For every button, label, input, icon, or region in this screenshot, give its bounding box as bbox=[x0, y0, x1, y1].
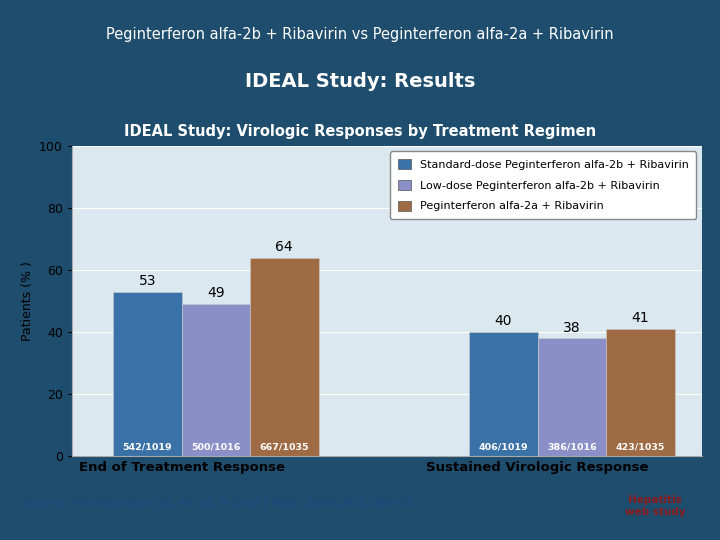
Text: Source: McHutchison JG, et. al. N Engl J Med. 2009;361:580-93.: Source: McHutchison JG, et. al. N Engl J… bbox=[22, 498, 416, 508]
Bar bbox=[181, 304, 250, 456]
Legend: Standard-dose Peginterferon alfa-2b + Ribavirin, Low-dose Peginterferon alfa-2b : Standard-dose Peginterferon alfa-2b + Ri… bbox=[390, 151, 696, 219]
Text: 64: 64 bbox=[276, 240, 293, 254]
Text: 53: 53 bbox=[138, 274, 156, 288]
Y-axis label: Patients (% ): Patients (% ) bbox=[21, 261, 34, 341]
Text: 500/1016: 500/1016 bbox=[191, 443, 240, 451]
Text: 386/1016: 386/1016 bbox=[547, 443, 597, 451]
Text: 49: 49 bbox=[207, 286, 225, 300]
Text: Hepatitis
web study: Hepatitis web study bbox=[625, 495, 685, 517]
Bar bbox=[606, 329, 675, 456]
Bar bbox=[113, 292, 181, 456]
Bar bbox=[538, 338, 606, 456]
Text: 40: 40 bbox=[495, 314, 512, 328]
Text: 38: 38 bbox=[563, 321, 581, 335]
Text: 41: 41 bbox=[631, 311, 649, 325]
Text: 423/1035: 423/1035 bbox=[616, 443, 665, 451]
Text: IDEAL Study: Virologic Responses by Treatment Regimen: IDEAL Study: Virologic Responses by Trea… bbox=[124, 124, 596, 139]
Bar bbox=[469, 332, 538, 456]
Text: IDEAL Study: Results: IDEAL Study: Results bbox=[245, 72, 475, 91]
Bar bbox=[250, 258, 318, 456]
Text: 667/1035: 667/1035 bbox=[259, 443, 309, 451]
Text: Peginterferon alfa-2b + Ribavirin vs Peginterferon alfa-2a + Ribavirin: Peginterferon alfa-2b + Ribavirin vs Peg… bbox=[106, 26, 614, 42]
Text: 406/1019: 406/1019 bbox=[479, 443, 528, 451]
Text: 542/1019: 542/1019 bbox=[122, 443, 172, 451]
